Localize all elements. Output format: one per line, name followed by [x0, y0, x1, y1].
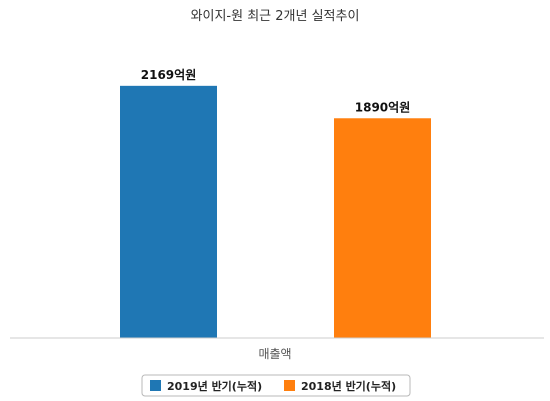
- legend: 2019년 반기(누적) 2018년 반기(누적): [150, 379, 396, 393]
- chart-title: 와이지-원 최근 2개년 실적추이: [191, 9, 360, 24]
- legend-label-series-1: 2019년 반기(누적): [167, 379, 262, 393]
- bar-series-2: [334, 118, 431, 338]
- legend-label-series-2: 2018년 반기(누적): [301, 379, 396, 393]
- data-label-series-2: 1890억원: [355, 100, 410, 114]
- bar-series-1: [120, 85, 217, 338]
- plot-area: 2169억원 1890억원: [120, 68, 431, 338]
- legend-box: [141, 374, 411, 397]
- x-category-label: 매출액: [258, 347, 291, 361]
- legend-swatch-series-2: [284, 380, 295, 391]
- legend-swatch-series-1: [150, 380, 161, 391]
- data-label-series-1: 2169억원: [141, 68, 196, 82]
